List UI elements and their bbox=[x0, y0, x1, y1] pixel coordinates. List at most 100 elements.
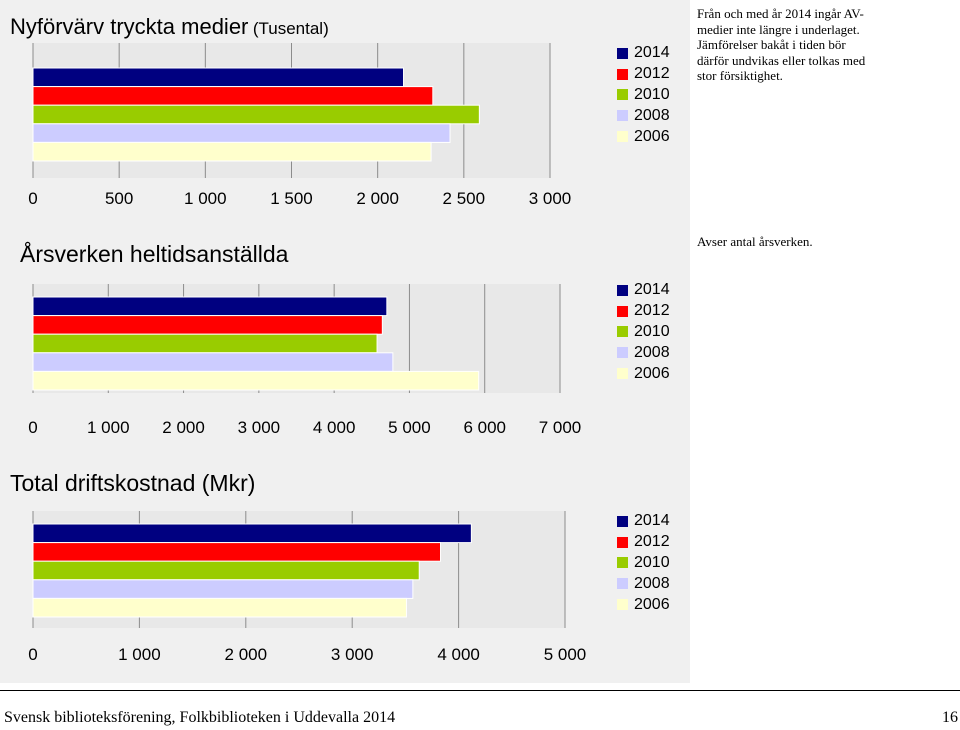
legend-item-2010: 2010 bbox=[617, 553, 670, 574]
chart-title-main: Total driftskostnad (Mkr) bbox=[10, 470, 256, 496]
legend-item-2012: 2012 bbox=[617, 301, 670, 322]
legend-swatch bbox=[617, 599, 628, 611]
x-tick-label: 1 500 bbox=[270, 189, 313, 208]
x-tick-label: 3 000 bbox=[529, 189, 572, 208]
legend-swatch bbox=[617, 326, 628, 338]
legend-swatch bbox=[617, 368, 628, 380]
legend-item-2014: 2014 bbox=[617, 511, 670, 532]
x-tick-label: 2 000 bbox=[162, 418, 205, 437]
x-tick-label: 3 000 bbox=[331, 645, 374, 664]
chart-title: Total driftskostnad (Mkr) bbox=[10, 470, 255, 497]
x-tick-label: 4 000 bbox=[313, 418, 356, 437]
legend-label: 2014 bbox=[634, 512, 670, 530]
chart-svg-nyforvarv: 0 500 1 000 1 500 2 000 2 500 3 000 bbox=[0, 0, 690, 226]
x-tick-label: 2 500 bbox=[443, 189, 486, 208]
legend-label: 2008 bbox=[634, 106, 670, 124]
footer-divider bbox=[0, 690, 960, 691]
page-footer: Svensk biblioteksförening, Folkbibliotek… bbox=[0, 688, 960, 730]
chart-title-main: Årsverken heltidsanställda bbox=[20, 241, 289, 267]
legend-item-2010: 2010 bbox=[617, 322, 670, 343]
bar-2008 bbox=[32, 123, 451, 143]
bar-2006 bbox=[32, 597, 407, 618]
legend-swatch bbox=[617, 347, 628, 359]
chart-title-main: Nyförvärv tryckta medier bbox=[10, 14, 249, 39]
legend-label: 2012 bbox=[634, 533, 670, 551]
legend-swatch bbox=[617, 515, 628, 527]
chart-title: Årsverken heltidsanställda bbox=[20, 241, 288, 268]
legend-item-2008: 2008 bbox=[617, 342, 670, 363]
bar-2008 bbox=[32, 352, 394, 372]
x-tick-label: 5 000 bbox=[388, 418, 431, 437]
legend-swatch bbox=[617, 578, 628, 590]
chart-legend: 2014 2012 2010 2008 2006 bbox=[617, 511, 670, 615]
footer-text: Svensk biblioteksförening, Folkbibliotek… bbox=[4, 709, 396, 726]
bar-2010 bbox=[32, 560, 420, 581]
legend-swatch bbox=[617, 284, 628, 296]
legend-label: 2010 bbox=[634, 322, 670, 340]
legend-label: 2010 bbox=[634, 553, 670, 571]
bar-2012 bbox=[32, 315, 383, 335]
x-tick-label: 1 000 bbox=[87, 418, 130, 437]
bar-2014 bbox=[32, 296, 388, 317]
legend-swatch bbox=[617, 68, 628, 80]
legend-label: 2012 bbox=[634, 65, 670, 83]
legend-label: 2008 bbox=[634, 343, 670, 361]
chart-note: Avser antal årsverken. bbox=[697, 234, 813, 249]
legend-item-2006: 2006 bbox=[617, 363, 670, 384]
legend-item-2006: 2006 bbox=[617, 594, 670, 615]
legend-label: 2014 bbox=[634, 281, 670, 299]
x-tick-label: 5 000 bbox=[544, 645, 587, 664]
legend-swatch bbox=[617, 536, 628, 548]
chart-legend: 2014 2012 2010 2008 2006 bbox=[617, 43, 670, 147]
legend-swatch bbox=[617, 557, 628, 569]
chart-note: Från och med år 2014 ingår AV-medier int… bbox=[697, 6, 866, 83]
bar-2014 bbox=[32, 67, 405, 88]
chart-svg-driftskostnad: 0 1 000 2 000 3 000 4 000 5 000 bbox=[0, 455, 690, 683]
x-tick-label: 6 000 bbox=[463, 418, 506, 437]
x-tick-label: 3 000 bbox=[238, 418, 281, 437]
bar-2012 bbox=[32, 542, 442, 562]
legend-swatch bbox=[617, 110, 628, 122]
legend-item-2012: 2012 bbox=[617, 532, 670, 553]
x-tick-label: 7 000 bbox=[539, 418, 582, 437]
legend-label: 2006 bbox=[634, 127, 670, 145]
x-tick-label: 1 000 bbox=[184, 189, 227, 208]
chart-panel-driftskostnad: 0 1 000 2 000 3 000 4 000 5 000 Total driftsk… bbox=[0, 455, 690, 683]
page-number: 16 bbox=[942, 709, 958, 726]
legend-item-2010: 2010 bbox=[617, 85, 670, 106]
chart-panel-nyforvarv: 0 500 1 000 1 500 2 000 2 500 3 000 Nyförvärv … bbox=[0, 0, 690, 226]
chart-svg-arsverken: 0 1 000 2 000 3 000 4 000 5 000 6 000 7 000 bbox=[0, 226, 690, 455]
legend-label: 2012 bbox=[634, 302, 670, 320]
legend-swatch bbox=[617, 47, 628, 59]
chart-legend: 2014 2012 2010 2008 2006 bbox=[617, 280, 670, 384]
legend-item-2008: 2008 bbox=[617, 105, 670, 126]
bar-2006 bbox=[32, 370, 480, 391]
x-tick-label: 1 000 bbox=[118, 645, 161, 664]
x-tick-label: 500 bbox=[105, 189, 133, 208]
legend-label: 2006 bbox=[634, 595, 670, 613]
x-tick-label: 0 bbox=[28, 418, 37, 437]
x-tick-label: 2 000 bbox=[356, 189, 399, 208]
bar-2012 bbox=[32, 86, 434, 106]
legend-swatch bbox=[617, 131, 628, 143]
bar-2008 bbox=[32, 579, 414, 599]
legend-label: 2010 bbox=[634, 85, 670, 103]
x-tick-label: 4 000 bbox=[437, 645, 480, 664]
legend-label: 2006 bbox=[634, 364, 670, 382]
chart-title-unit: (Tusental) bbox=[252, 19, 329, 38]
bar-2006 bbox=[32, 141, 432, 162]
legend-item-2012: 2012 bbox=[617, 64, 670, 85]
legend-swatch bbox=[617, 89, 628, 101]
x-tick-label: 0 bbox=[28, 645, 37, 664]
legend-item-2006: 2006 bbox=[617, 126, 670, 147]
legend-item-2014: 2014 bbox=[617, 280, 670, 301]
x-tick-label: 2 000 bbox=[225, 645, 268, 664]
legend-item-2014: 2014 bbox=[617, 43, 670, 64]
legend-label: 2008 bbox=[634, 574, 670, 592]
bar-2014 bbox=[32, 523, 472, 544]
legend-swatch bbox=[617, 305, 628, 317]
chart-panel-arsverken: 0 1 000 2 000 3 000 4 000 5 000 6 000 7 000 Års… bbox=[0, 226, 690, 455]
legend-item-2008: 2008 bbox=[617, 573, 670, 594]
legend-label: 2014 bbox=[634, 44, 670, 62]
chart-title: Nyförvärv tryckta medier (Tusental) bbox=[10, 14, 329, 40]
